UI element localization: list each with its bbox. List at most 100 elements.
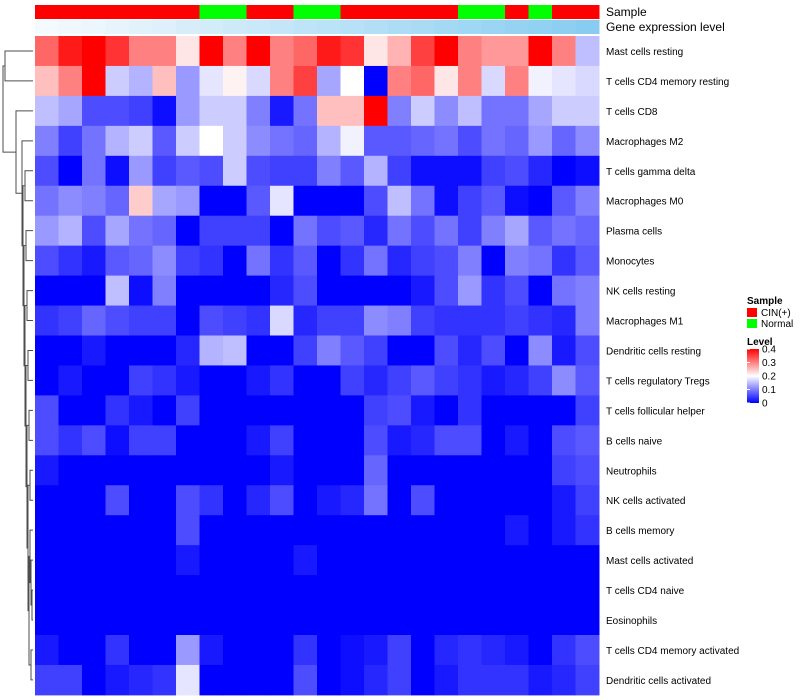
heatmap-cell bbox=[129, 635, 153, 666]
heatmap-cell bbox=[340, 185, 365, 217]
heatmap-cell bbox=[552, 455, 576, 486]
heatmap-cell bbox=[411, 455, 435, 486]
heatmap-cell bbox=[317, 125, 341, 157]
heatmap-cell bbox=[35, 485, 59, 516]
heatmap-cell bbox=[505, 365, 529, 396]
heatmap-cell bbox=[481, 395, 506, 426]
heatmap-cell bbox=[82, 545, 106, 576]
heatmap-cell bbox=[505, 125, 529, 157]
sample-annotation-cell bbox=[364, 5, 388, 19]
heatmap-cell bbox=[552, 485, 576, 516]
heatmap-cell bbox=[293, 305, 318, 336]
heatmap-cell bbox=[552, 365, 576, 396]
heatmap-cell bbox=[129, 125, 153, 157]
heatmap-cell bbox=[82, 575, 106, 606]
heatmap-cell bbox=[458, 515, 482, 546]
heatmap-cell bbox=[364, 425, 388, 456]
heatmap-cell bbox=[505, 455, 529, 486]
gene-expression-annotation-cell bbox=[481, 20, 506, 34]
heatmap-cell bbox=[340, 664, 365, 696]
row-label: Mast cells resting bbox=[606, 47, 683, 58]
heatmap-cell bbox=[58, 635, 83, 666]
heatmap-cell bbox=[411, 515, 435, 546]
heatmap-cell bbox=[364, 125, 388, 157]
heatmap-cell bbox=[105, 305, 130, 336]
heatmap-cell bbox=[434, 95, 459, 127]
heatmap-cell bbox=[575, 605, 600, 636]
heatmap-cell bbox=[246, 365, 271, 396]
heatmap-cell bbox=[411, 215, 435, 247]
heatmap-cell bbox=[246, 515, 271, 546]
gene-expression-annotation-cell bbox=[152, 20, 177, 34]
row-label: Macrophages M2 bbox=[606, 137, 684, 148]
heatmap-cell bbox=[293, 65, 318, 97]
heatmap-cell bbox=[176, 635, 200, 666]
heatmap-cell bbox=[270, 425, 294, 456]
heatmap-cell bbox=[246, 95, 271, 127]
heatmap-cell bbox=[505, 275, 529, 307]
gene-expression-annotation-cell bbox=[575, 20, 600, 34]
heatmap-cell bbox=[35, 155, 59, 187]
row-label: Monocytes bbox=[606, 257, 654, 268]
heatmap-cell bbox=[199, 635, 224, 666]
heatmap-cell bbox=[505, 215, 529, 247]
heatmap-cell bbox=[293, 36, 318, 67]
heatmap-cell bbox=[105, 185, 130, 217]
heatmap-cell bbox=[528, 275, 553, 307]
row-label: T cells CD8 bbox=[606, 107, 658, 118]
heatmap-cell bbox=[152, 455, 177, 486]
heatmap-cell bbox=[246, 245, 271, 277]
heatmap-cell bbox=[246, 605, 271, 636]
heatmap-cell bbox=[58, 245, 83, 277]
heatmap-cell bbox=[35, 365, 59, 396]
heatmap-cell bbox=[505, 575, 529, 606]
heatmap-cell bbox=[458, 545, 482, 576]
heatmap-cell bbox=[152, 95, 177, 127]
heatmap-cell bbox=[82, 635, 106, 666]
heatmap-cell bbox=[223, 215, 247, 247]
sample-annotation-cell bbox=[129, 5, 153, 19]
heatmap-cell bbox=[528, 36, 553, 67]
heatmap-cell bbox=[458, 365, 482, 396]
heatmap-cell bbox=[199, 545, 224, 576]
heatmap-cell bbox=[364, 395, 388, 426]
heatmap-cell bbox=[246, 305, 271, 336]
heatmap-cell bbox=[152, 185, 177, 217]
heatmap-cell bbox=[152, 305, 177, 336]
heatmap-cell bbox=[82, 515, 106, 546]
heatmap-cell bbox=[458, 664, 482, 696]
heatmap-cell bbox=[82, 155, 106, 187]
heatmap-cell bbox=[176, 65, 200, 97]
heatmap-cell bbox=[176, 664, 200, 696]
heatmap-cell bbox=[317, 635, 341, 666]
heatmap-cell bbox=[481, 485, 506, 516]
heatmap-cell bbox=[223, 245, 247, 277]
row-label: NK cells activated bbox=[606, 496, 685, 507]
heatmap-cell bbox=[340, 275, 365, 307]
heatmap-cell bbox=[552, 185, 576, 217]
heatmap-cell bbox=[340, 635, 365, 666]
heatmap-cell bbox=[364, 605, 388, 636]
heatmap-cell bbox=[364, 664, 388, 696]
heatmap-cell bbox=[223, 575, 247, 606]
heatmap-cell bbox=[317, 215, 341, 247]
heatmap-cell bbox=[223, 365, 247, 396]
heatmap-cell bbox=[105, 395, 130, 426]
heatmap-cell bbox=[223, 125, 247, 157]
heatmap-cell bbox=[505, 305, 529, 336]
heatmap-cell bbox=[364, 365, 388, 396]
heatmap-cell bbox=[58, 36, 83, 67]
heatmap-cell bbox=[82, 245, 106, 277]
heatmap-cell bbox=[82, 485, 106, 516]
heatmap-cell bbox=[199, 664, 224, 696]
heatmap-cell bbox=[105, 365, 130, 396]
row-dendrogram bbox=[2, 50, 33, 681]
heatmap-cell bbox=[528, 155, 553, 187]
heatmap-cell bbox=[387, 575, 412, 606]
sample-annotation-cell bbox=[293, 5, 318, 19]
heatmap-cell bbox=[434, 305, 459, 336]
heatmap-cell bbox=[223, 605, 247, 636]
heatmap-cell bbox=[223, 515, 247, 546]
heatmap-cell bbox=[176, 605, 200, 636]
heatmap-cell bbox=[199, 485, 224, 516]
